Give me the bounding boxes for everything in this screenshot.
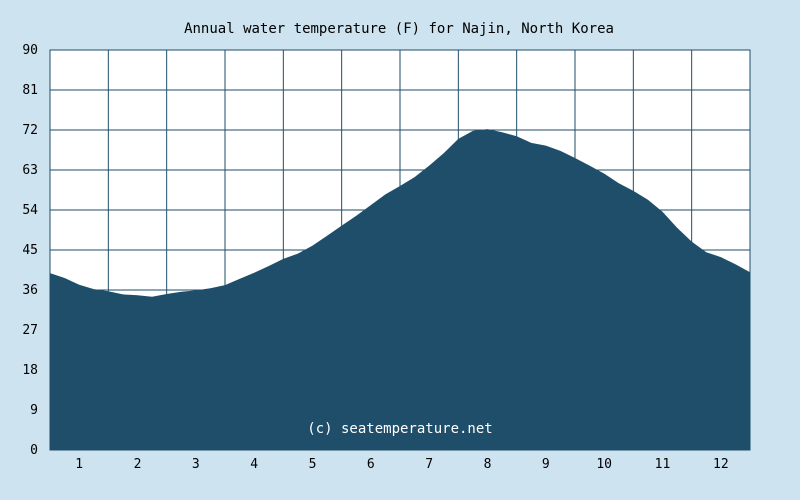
y-tick-label: 90 xyxy=(22,43,38,58)
y-tick-label: 54 xyxy=(22,203,38,218)
y-tick-label: 72 xyxy=(22,123,38,138)
plot-border xyxy=(49,49,751,451)
y-axis-ticks: 0 9 18 27 36 45 54 63 72 81 90 xyxy=(22,43,38,458)
x-tick-label: 12 xyxy=(713,457,729,472)
x-tick-label: 6 xyxy=(367,457,375,472)
y-tick-label: 27 xyxy=(22,323,38,338)
y-tick-label: 18 xyxy=(22,363,38,378)
x-tick-label: 2 xyxy=(134,457,142,472)
x-tick-label: 10 xyxy=(596,457,612,472)
copyright-watermark: (c) seatemperature.net xyxy=(307,421,492,437)
x-tick-label: 11 xyxy=(655,457,671,472)
x-tick-label: 4 xyxy=(250,457,258,472)
y-tick-label: 0 xyxy=(30,443,38,458)
chart-title: Annual water temperature (F) for Najin, … xyxy=(184,21,614,37)
x-tick-label: 1 xyxy=(75,457,83,472)
x-tick-label: 7 xyxy=(425,457,433,472)
y-tick-label: 45 xyxy=(22,243,38,258)
y-tick-label: 81 xyxy=(22,83,38,98)
x-tick-label: 8 xyxy=(484,457,492,472)
x-axis-ticks: 1 2 3 4 5 6 7 8 9 10 11 12 xyxy=(75,457,728,472)
x-tick-label: 3 xyxy=(192,457,200,472)
x-tick-label: 9 xyxy=(542,457,550,472)
horizontal-gridlines xyxy=(50,89,750,411)
y-tick-label: 63 xyxy=(22,163,38,178)
y-tick-label: 36 xyxy=(22,283,38,298)
x-tick-label: 5 xyxy=(309,457,317,472)
y-tick-label: 9 xyxy=(30,403,38,418)
